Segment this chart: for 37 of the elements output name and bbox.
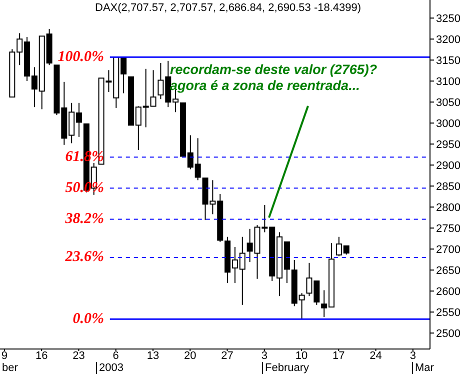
annotation: 23.6% (65, 249, 104, 266)
x-tick-label: 10 (295, 350, 308, 362)
x-tick-label: 20 (184, 350, 196, 362)
y-tick-label: 2900 (436, 160, 460, 172)
y-tick-label: 3150 (436, 54, 460, 67)
x-tick-label: 16 (35, 350, 48, 362)
x-tick-label: 13 (146, 350, 160, 362)
y-tick-label: 2550 (436, 306, 460, 319)
annotation: 38.2% (65, 211, 104, 228)
y-tick-label: 2650 (436, 264, 460, 277)
x-tick-label: 17 (332, 350, 345, 362)
annotation: 0.0% (72, 311, 104, 328)
x-tick-label: 27 (221, 350, 234, 362)
x-tick-label: 23 (72, 350, 85, 362)
x-tick-label: 3 (261, 350, 268, 362)
x-tick-label: 3 (410, 350, 416, 362)
text: ber (1, 362, 18, 374)
y-tick-label: 3050 (436, 96, 460, 109)
y-tick-label: 2800 (436, 202, 460, 214)
y-tick-label: 3000 (436, 118, 460, 130)
y-tick-label: 3200 (436, 34, 460, 46)
x-tick-label: 6 (112, 350, 119, 362)
annotation: 100.0% (58, 49, 104, 66)
text: February (262, 362, 310, 374)
y-tick-label: 2700 (436, 244, 460, 256)
y-tick-label: 3100 (436, 76, 460, 88)
text: 2003 (96, 362, 124, 374)
text: Mar (412, 362, 434, 374)
y-tick-label: 2950 (436, 138, 460, 151)
x-tick-label: 9 (1, 350, 8, 362)
chart-title: DAX(2,707.57, 2,707.57, 2,686.84, 2,690.53 -18.4399) (95, 2, 362, 14)
y-tick-label: 2500 (436, 328, 460, 340)
y-tick-label: 3250 (436, 12, 460, 25)
y-tick-label: 2600 (436, 286, 460, 298)
y-tick-label: 2850 (436, 180, 460, 193)
y-tick-label: 2750 (436, 222, 460, 235)
x-tick-label: 24 (370, 350, 382, 362)
